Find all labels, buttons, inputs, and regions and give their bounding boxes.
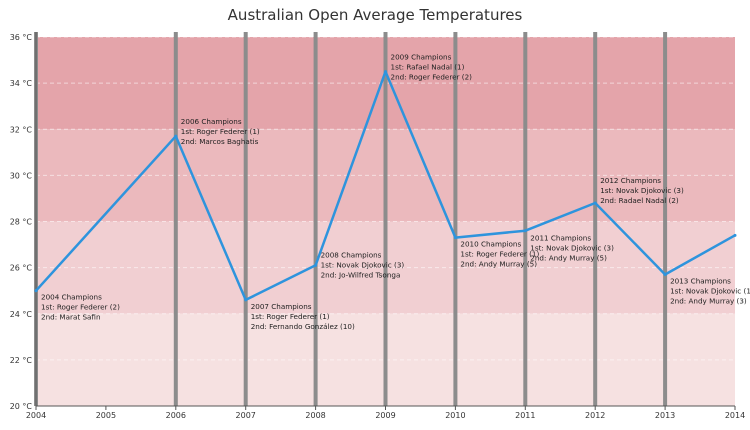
- x-tick-label: 2013: [655, 411, 675, 420]
- data-point-2008: [314, 263, 318, 267]
- y-tick-label: 30 °C: [10, 171, 33, 180]
- annotation-line: 1st: Novak Djokovic (1): [670, 287, 750, 296]
- annotation-line: 2nd: Roger Federer (2): [391, 73, 473, 82]
- year-marker-2007: [243, 32, 248, 406]
- annotation-line: 2nd: Fernando González (10): [251, 322, 355, 331]
- chart-title: Australian Open Average Temperatures: [228, 6, 523, 24]
- annotation-line: 2013 Champions: [670, 277, 731, 286]
- year-marker-2011: [523, 32, 528, 406]
- data-point-2007: [244, 298, 248, 302]
- annotation-line: 2011 Champions: [530, 234, 591, 243]
- y-tick-label: 34 °C: [10, 79, 33, 88]
- annotation-line: 2nd: Andy Murray (5): [530, 254, 607, 263]
- x-tick-label: 2010: [445, 411, 465, 420]
- annotation-line: 1st: Roger Federer (2): [41, 303, 120, 312]
- annotation-line: 2nd: Radael Nadal (2): [600, 196, 679, 205]
- annotation-line: 1st: Rafael Nadal (1): [391, 63, 465, 72]
- data-point-2012: [593, 201, 597, 205]
- series-line-0: [35, 70, 736, 302]
- annotation-line: 1st: Novak Djokovic (3): [321, 260, 405, 269]
- annotation-line: 2009 Champions: [391, 53, 452, 62]
- y-tick-label: 20 °C: [10, 402, 33, 411]
- x-tick-label: 2012: [585, 411, 605, 420]
- x-tick-label: 2014: [725, 411, 745, 420]
- data-point-2004: [34, 289, 38, 293]
- data-point-2014: [733, 233, 737, 237]
- annotation-line: 2nd: Andy Murray (3): [670, 297, 747, 306]
- annotation-line: 2nd: Jo-Wilfred Tsonga: [321, 270, 401, 279]
- series-layer: [34, 70, 737, 302]
- x-tick-label: 2006: [166, 411, 186, 420]
- annotation-line: 2006 Champions: [181, 117, 242, 126]
- annotation-line: 2012 Champions: [600, 176, 661, 185]
- year-marker-2010: [453, 32, 458, 406]
- y-tick-label: 32 °C: [10, 125, 33, 134]
- axes: 20 °C 22 °C 24 °C 26 °C 28 °C 30 °C 32 °C 34 °C…: [10, 32, 745, 420]
- x-tick-label: 2005: [96, 411, 116, 420]
- year-marker-2012: [593, 32, 598, 406]
- annotation-line: 1st: Novak Djokovic (3): [530, 244, 614, 253]
- data-point-2006: [174, 134, 178, 138]
- annotation-line: 2007 Champions: [251, 302, 312, 311]
- x-tick-label: 2009: [375, 411, 395, 420]
- year-marker-2013: [663, 32, 668, 406]
- x-tick-label: 2011: [515, 411, 535, 420]
- annotation-line: 1st: Roger Federer (1): [460, 250, 539, 259]
- annotation-line: 2nd: Andy Murray (5): [460, 260, 537, 269]
- year-marker-2009: [383, 32, 388, 406]
- data-point-2010: [453, 236, 457, 240]
- y-tick-label: 24 °C: [10, 310, 33, 319]
- data-point-2009: [384, 70, 387, 74]
- annotation-line: 2nd: Marcos Baghatis: [181, 137, 259, 146]
- x-tick-label: 2004: [26, 411, 46, 420]
- x-tick-label: 2008: [305, 411, 325, 420]
- x-tick-label: 2007: [236, 411, 256, 420]
- annotation-line: 2008 Champions: [321, 250, 382, 259]
- annotation-line: 1st: Roger Federer (1): [181, 127, 260, 136]
- year-marker-2008: [313, 32, 318, 406]
- annotation-line: 2010 Champions: [460, 240, 521, 249]
- data-point-2013: [663, 273, 667, 277]
- y-tick-label: 36 °C: [10, 33, 33, 42]
- annotation-line: 1st: Roger Federer (1): [251, 312, 330, 321]
- annotation-line: 2004 Champions: [41, 293, 102, 302]
- annotation-line: 2nd: Marat Safin: [41, 313, 101, 322]
- annotation-line: 1st: Novak Djokovic (3): [600, 186, 684, 195]
- y-tick-label: 28 °C: [10, 218, 33, 227]
- year-marker-2006: [173, 32, 178, 406]
- y-tick-label: 26 °C: [10, 264, 33, 273]
- y-tick-label: 22 °C: [10, 356, 33, 365]
- data-point-2011: [523, 229, 527, 233]
